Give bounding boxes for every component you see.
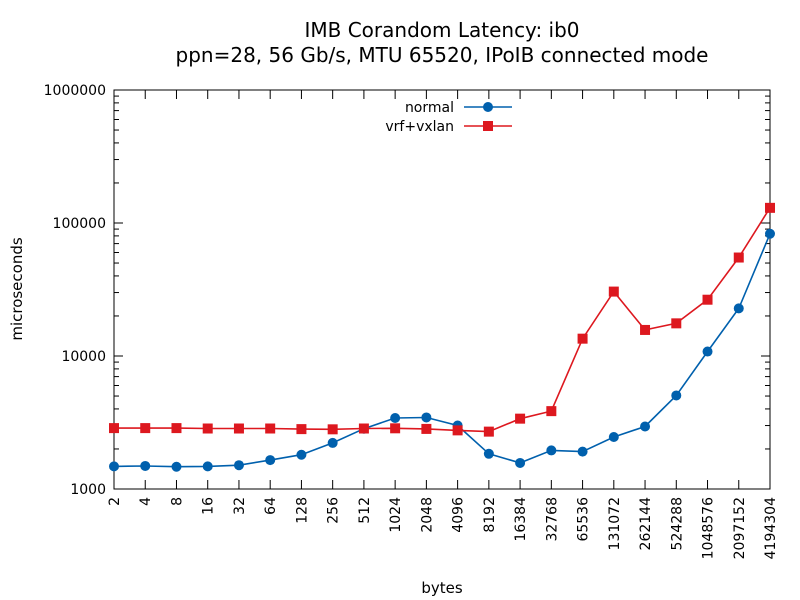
x-axis-label: bytes [421,579,463,597]
x-tick-label: 4096 [451,497,467,533]
x-tick-label: 8 [169,497,185,506]
x-tick-label: 2 [107,497,123,506]
data-point [483,426,494,437]
data-point [765,202,775,213]
data-point [515,413,526,424]
data-point [327,437,338,448]
data-point [702,294,713,305]
data-point [358,423,369,434]
data-point [640,421,651,432]
data-point [327,424,338,435]
chart-title: IMB Corandom Latency: ib0 [304,18,579,42]
x-tick-label: 4194304 [763,497,779,559]
x-tick-label: 8192 [482,497,498,533]
x-tick-label: 16 [201,497,217,515]
data-point [202,423,213,434]
series-line [114,207,771,433]
x-tick-label: 512 [357,497,373,524]
data-point [608,286,619,297]
data-point [109,423,119,434]
y-axis-ticks: 1000 10000 100000 1000000 [44,83,770,498]
x-tick-label: 2048 [419,497,435,533]
plot-frame [113,89,771,490]
data-point [140,423,151,434]
legend-label: normal [405,100,454,116]
data-point [421,412,432,423]
x-tick-label: 16384 [513,497,529,542]
x-tick-label: 4 [138,497,154,506]
y-tick-label: 100000 [53,216,106,232]
data-point [702,346,713,357]
x-tick-label: 128 [294,497,310,524]
data-point [671,390,682,401]
y-tick-label: 1000000 [44,83,106,99]
data-point [109,461,119,472]
x-tick-label: 1048576 [701,497,717,559]
x-tick-label: 524288 [669,497,685,550]
data-point [265,423,276,434]
x-tick-label: 32 [232,497,248,515]
legend: normal vrf+vxlan [385,100,512,135]
data-point [421,423,432,434]
x-tick-label: 64 [263,497,279,515]
x-tick-label: 1024 [388,497,404,533]
data-point [390,412,401,423]
data-point [452,425,463,436]
x-tick-label: 262144 [638,497,654,551]
legend-label: vrf+vxlan [385,119,454,135]
series-vrf-vxlan [109,202,775,437]
legend-marker [483,102,493,112]
series-line [113,233,771,468]
data-point [296,449,307,460]
data-point [608,432,619,443]
data-point [546,406,557,417]
data-point [202,461,213,472]
data-point [296,424,307,435]
data-point [171,423,182,434]
data-point [390,423,401,434]
data-point [546,445,557,456]
data-point [733,252,744,263]
series-layer [109,202,775,472]
y-tick-label: 10000 [61,349,106,365]
data-point [577,446,588,457]
x-tick-label: 2097152 [732,497,748,559]
x-tick-label: 131072 [607,497,623,550]
chart-subtitle: ppn=28, 56 Gb/s, MTU 65520, IPoIB connec… [176,43,709,67]
y-axis-label: microseconds [8,237,26,341]
data-point [171,461,182,472]
data-point [265,455,276,466]
series-normal [109,228,775,472]
data-point [233,423,244,434]
x-axis-ticks: 2 4 8 16 32 64 128 256 512 1024 2048 4096 8192 16384 3… [107,90,779,559]
data-point [577,333,588,344]
data-point [733,303,744,314]
data-point [671,318,682,329]
y-tick-label: 1000 [70,482,106,498]
x-tick-label: 32768 [544,497,560,542]
data-point [765,228,775,239]
x-tick-label: 65536 [576,497,592,542]
data-point [515,457,526,468]
data-point [483,448,494,459]
data-point [640,324,651,335]
data-point [233,460,244,471]
x-tick-label: 256 [326,497,342,524]
data-point [140,460,151,471]
legend-marker [483,121,493,131]
